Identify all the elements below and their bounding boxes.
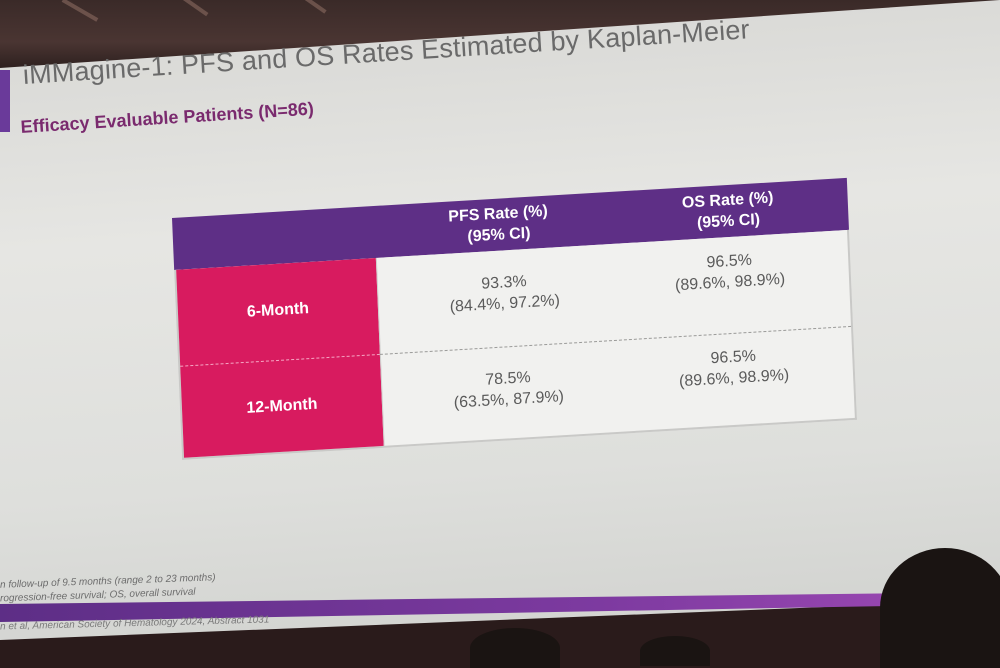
table-body: 6-Month 12-Month 93.3% (84.4%, 97.2%) 96…	[174, 229, 857, 460]
ceiling-light	[61, 0, 99, 22]
cell-6m-os: 96.5% (89.6%, 98.9%)	[614, 244, 845, 300]
pfs-header-label: PFS Rate (%)	[448, 202, 549, 226]
cell-12m-os: 96.5% (89.6%, 98.9%)	[618, 340, 849, 396]
os-header-label: OS Rate (%)	[681, 189, 774, 212]
title-accent-bar	[0, 70, 10, 132]
cell-6m-pfs: 93.3% (84.4%, 97.2%)	[389, 266, 620, 322]
audience-head	[880, 548, 1000, 668]
cell-12m-pfs: 78.5% (63.5%, 87.9%)	[393, 362, 624, 418]
ceiling-light	[181, 0, 209, 17]
audience-head	[640, 636, 710, 666]
row-label-column	[176, 257, 384, 458]
audience-head	[470, 628, 560, 668]
ceiling-light	[301, 0, 327, 14]
pfs-header-ci: (95% CI)	[467, 224, 531, 246]
rates-table: PFS Rate (%) (95% CI) OS Rate (%) (95% C…	[172, 177, 857, 460]
os-header-ci: (95% CI)	[696, 211, 761, 232]
